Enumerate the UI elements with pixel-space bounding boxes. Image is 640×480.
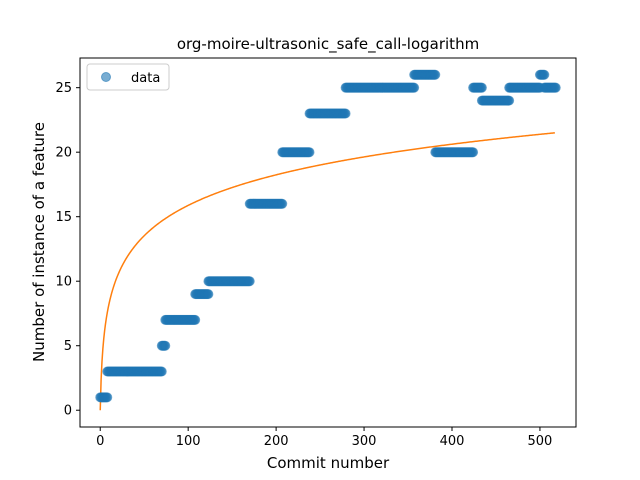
points-layer	[95, 69, 561, 403]
legend-marker-data	[101, 72, 111, 82]
y-tick-label: 25	[55, 81, 72, 96]
y-tick-label: 15	[55, 210, 72, 225]
legend: data	[86, 63, 170, 91]
x-tick-label: 400	[440, 434, 465, 449]
y-tick-label: 10	[55, 275, 72, 290]
y-axis-title: Number of instance of a feature	[30, 122, 48, 362]
x-tick-label: 300	[352, 434, 377, 449]
data-point	[203, 289, 214, 300]
data-point	[539, 69, 550, 80]
fit-layer	[99, 132, 555, 411]
x-tick-label: 100	[176, 434, 201, 449]
data-point	[304, 147, 315, 158]
data-point	[550, 82, 561, 93]
x-tick-label: 0	[96, 434, 104, 449]
data-point	[340, 108, 351, 119]
data-point	[244, 276, 255, 287]
data-point	[160, 340, 171, 351]
data-point	[102, 392, 113, 403]
x-axis: 0 100 200 300 400 500	[96, 427, 552, 449]
data-point	[277, 198, 288, 209]
data-point	[430, 69, 441, 80]
data-point	[476, 82, 487, 93]
legend-box	[86, 63, 170, 91]
plot-background	[80, 58, 576, 427]
fit-line	[99, 132, 555, 411]
chart-title: org-moire-ultrasonic_safe_call-logarithm	[177, 35, 479, 54]
data-point	[190, 314, 201, 325]
legend-label-data: data	[131, 71, 160, 86]
data-point	[468, 147, 479, 158]
x-axis-title: Commit number	[267, 454, 390, 472]
x-tick-label: 500	[528, 434, 553, 449]
plot-frame	[79, 57, 577, 428]
y-axis: 0 5 10 15 20 25	[55, 81, 80, 419]
y-tick-label: 0	[64, 404, 72, 419]
x-tick-label: 200	[264, 434, 289, 449]
plot-area	[79, 57, 577, 428]
data-point	[156, 366, 167, 377]
data-point	[504, 95, 515, 106]
y-tick-label: 20	[55, 146, 72, 161]
y-tick-label: 5	[64, 339, 72, 354]
data-point	[409, 82, 420, 93]
